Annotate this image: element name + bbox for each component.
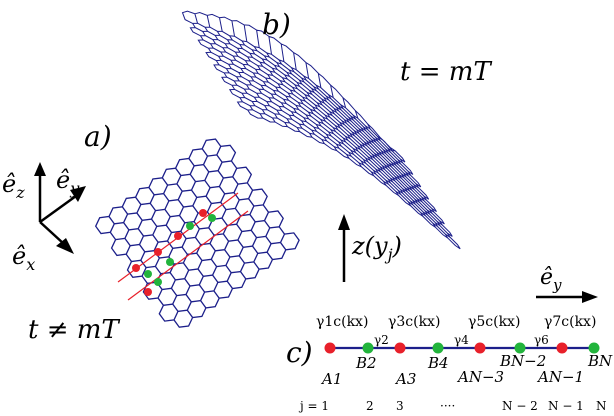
hopping-1: γ1c(kx) <box>316 314 368 330</box>
lattice-b-path <box>181 10 461 250</box>
site-A1 <box>324 342 336 354</box>
site-B4 <box>432 342 444 354</box>
time-label-stroboscopic: t = mT <box>400 57 492 87</box>
svg-text:j = 1: j = 1 <box>298 399 329 413</box>
svg-text:B2: B2 <box>355 354 377 372</box>
hopping-4: γ4 <box>454 333 469 347</box>
displacement-arrow <box>338 214 350 282</box>
chain-direction-label: êy <box>540 265 562 294</box>
site-BN-2 <box>514 342 526 354</box>
hopping-5: γ5c(kx) <box>468 314 520 330</box>
svg-text:N: N <box>596 399 607 413</box>
coordinate-axes <box>34 162 86 254</box>
hopping-2: γ2 <box>374 333 389 347</box>
flat-graphene-sheet <box>94 138 300 328</box>
svg-text:B4: B4 <box>427 354 449 372</box>
displacement-label: z(yj) <box>351 232 402 264</box>
svg-text:BN−2: BN−2 <box>499 352 546 370</box>
hopping-3: γ3c(kx) <box>388 314 440 330</box>
rippled-graphene-sheet <box>181 10 461 250</box>
lattice-a-path <box>94 138 300 328</box>
site-A3 <box>394 342 406 354</box>
time-label-generic: t ≠ mT <box>28 315 120 345</box>
site-index-row: j = 1 2 3 ···· N − 2 N − 1 N <box>298 399 607 413</box>
hopping-7: γ7c(kx) <box>544 314 596 330</box>
axis-label-ey: êy <box>56 166 80 198</box>
site-AN-3 <box>474 342 486 354</box>
unit-cell-sites <box>132 209 216 296</box>
svg-text:AN−1: AN−1 <box>536 368 584 386</box>
chain-direction-arrow <box>536 291 598 303</box>
axis-label-ex: êx <box>12 242 35 274</box>
svg-text:2: 2 <box>366 399 374 413</box>
panel-label-c: c) <box>286 336 313 369</box>
site-AN-1 <box>556 342 568 354</box>
svg-text:A3: A3 <box>394 370 416 388</box>
hopping-labels: γ1c(kx) γ2 γ3c(kx) γ4 γ5c(kx) γ6 γ7c(kx) <box>316 314 596 347</box>
panel-label-b: b) <box>262 8 291 41</box>
site-labels-bottom: A1 A3 AN−3 AN−1 <box>320 368 584 388</box>
svg-text:A1: A1 <box>320 370 342 388</box>
site-labels-top: B2 B4 BN−2 BN <box>355 352 613 372</box>
hopping-6: γ6 <box>534 333 549 347</box>
chain-sites <box>324 342 600 354</box>
svg-text:N − 2: N − 2 <box>502 399 538 413</box>
svg-text:AN−3: AN−3 <box>456 368 504 386</box>
panel-label-a: a) <box>84 120 112 153</box>
svg-text:BN: BN <box>587 352 613 370</box>
svg-text:N − 1: N − 1 <box>548 399 584 413</box>
site-B2 <box>362 342 374 354</box>
svg-text:····: ···· <box>440 399 455 413</box>
svg-text:3: 3 <box>396 399 404 413</box>
axis-label-ez: êz <box>2 170 25 202</box>
site-BN <box>588 342 600 354</box>
